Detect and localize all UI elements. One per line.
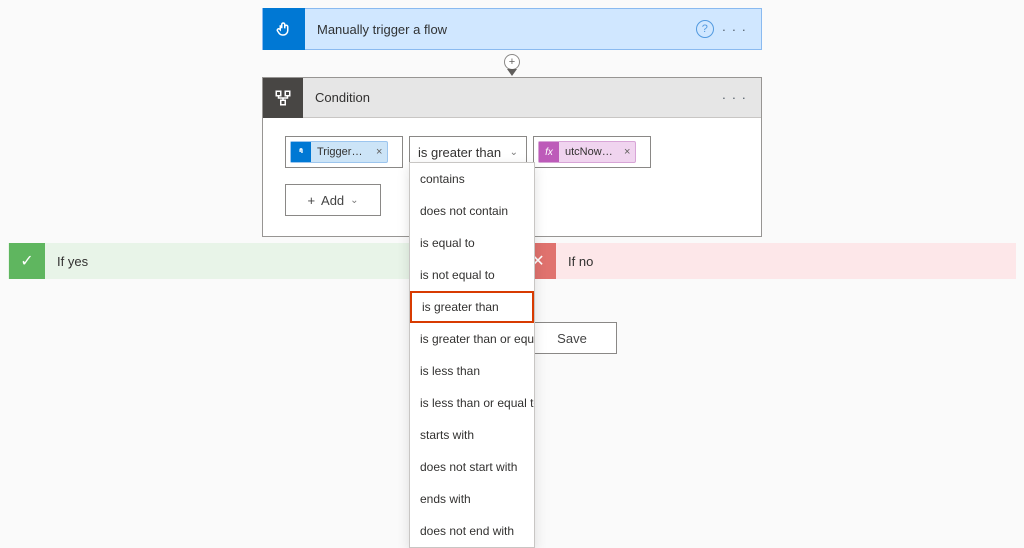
operator-option[interactable]: is greater than or equal to — [410, 323, 534, 355]
save-button[interactable]: Save — [527, 322, 617, 354]
add-label: Add — [321, 193, 344, 208]
help-icon[interactable]: ? — [696, 20, 714, 38]
condition-left-field[interactable]: Trigger d... × — [285, 136, 403, 168]
add-condition-button[interactable]: + Add ⌄ — [285, 184, 381, 216]
check-icon: ✓ — [9, 243, 45, 279]
operator-option[interactable]: is greater than — [410, 291, 534, 323]
chevron-down-icon: ⌄ — [350, 195, 358, 206]
operator-selected-label: is greater than — [418, 145, 501, 160]
trigger-card[interactable]: Manually trigger a flow ? · · · — [262, 8, 762, 50]
operator-option[interactable]: does not contain — [410, 195, 534, 227]
operator-option[interactable]: is equal to — [410, 227, 534, 259]
fx-icon: fx — [539, 142, 559, 162]
operator-option[interactable]: does not end with — [410, 515, 534, 547]
touch-icon — [263, 8, 305, 50]
token-expression: fx utcNow(...) × — [538, 141, 636, 163]
condition-title: Condition — [315, 90, 722, 105]
branch-icon — [263, 78, 303, 118]
operator-option[interactable]: starts with — [410, 419, 534, 451]
condition-right-field[interactable]: fx utcNow(...) × — [533, 136, 651, 168]
connector-arrow-icon — [507, 69, 517, 76]
operator-option[interactable]: does not start with — [410, 451, 534, 483]
operator-option[interactable]: contains — [410, 163, 534, 195]
operator-option[interactable]: is less than — [410, 355, 534, 387]
token-remove-button[interactable]: × — [371, 146, 387, 158]
operator-dropdown-list: containsdoes not containis equal tois no… — [409, 162, 535, 548]
operator-option[interactable]: is not equal to — [410, 259, 534, 291]
chevron-down-icon: ⌄ — [510, 147, 518, 158]
save-label: Save — [557, 331, 587, 346]
token-remove-button[interactable]: × — [619, 146, 635, 158]
trigger-title: Manually trigger a flow — [317, 22, 696, 37]
token-label: utcNow(...) — [559, 146, 619, 158]
branch-no[interactable]: ✕ If no — [519, 243, 1016, 279]
token-label: Trigger d... — [311, 146, 371, 158]
plus-icon: + — [307, 193, 315, 208]
trigger-menu-button[interactable]: · · · — [722, 22, 747, 37]
branch-no-label: If no — [568, 254, 593, 269]
condition-menu-button[interactable]: · · · — [722, 90, 747, 105]
add-step-button[interactable]: + — [504, 54, 520, 70]
token-trigger: Trigger d... × — [290, 141, 388, 163]
operator-option[interactable]: is less than or equal to — [410, 387, 534, 419]
touch-icon — [291, 142, 311, 162]
condition-header[interactable]: Condition · · · — [263, 78, 761, 118]
operator-option[interactable]: ends with — [410, 483, 534, 515]
branch-yes-label: If yes — [57, 254, 88, 269]
